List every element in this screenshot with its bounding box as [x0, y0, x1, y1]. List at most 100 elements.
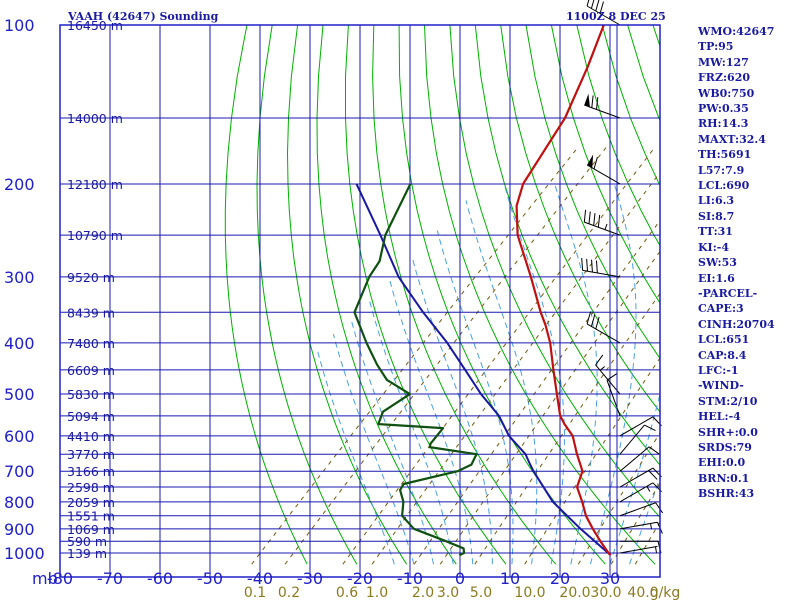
- stat-line: SI:8.7: [698, 209, 735, 223]
- wind-barb: [586, 154, 621, 185]
- moist-adiabat: [503, 183, 565, 565]
- stat-line: KI:-4: [698, 240, 729, 254]
- mixing-ratio-label: g/kg: [650, 585, 681, 600]
- plot-frame: [59, 24, 661, 578]
- stat-line: BRN:0.1: [698, 471, 750, 485]
- mixing-ratio-label: 0.6: [336, 585, 358, 600]
- height-label: 7480 m: [67, 336, 115, 351]
- dry-adiabat: [345, 25, 507, 565]
- mixing-ratio-line: [439, 250, 660, 565]
- stat-line: WMO:42647: [698, 25, 775, 38]
- moist-adiabat: [609, 392, 660, 565]
- stat-line: TP:95: [698, 40, 734, 54]
- pressure-tick-label: 600: [4, 427, 35, 446]
- dry-adiabat: [224, 25, 308, 565]
- barb-staff: [584, 104, 621, 119]
- barb-flag: [583, 209, 587, 223]
- mixing-ratio-line: [577, 432, 660, 565]
- mixing-ratio-label: 40.0: [627, 585, 658, 600]
- mixing-ratio-line: [371, 171, 660, 565]
- dry-adiabat: [316, 25, 457, 565]
- pressure-tick-label: 1000: [4, 544, 45, 563]
- barb-flag: [595, 316, 600, 330]
- barb-half-flag: [604, 223, 608, 230]
- barb-staff: [619, 482, 654, 503]
- barb-staff: [586, 164, 621, 185]
- dry-adiabat: [449, 25, 660, 519]
- moist-adiabat: [554, 183, 598, 565]
- pressure-tick-label: 300: [4, 268, 35, 287]
- wind-barb-column: [581, 0, 664, 554]
- wind-barb: [584, 93, 621, 119]
- moist-adiabat: [350, 318, 434, 565]
- stat-line: CAP:8.4: [698, 348, 747, 362]
- stat-line: HEL:-4: [698, 410, 741, 424]
- height-label: 10790 m: [67, 228, 123, 243]
- stat-line: LI:6.3: [698, 194, 735, 208]
- barb-flag: [586, 258, 589, 272]
- barb-flag: [648, 446, 660, 455]
- barb-staff: [582, 269, 621, 278]
- barb-flag: [648, 470, 658, 480]
- height-label: 14000 m: [67, 111, 123, 126]
- barb-flag: [586, 311, 591, 325]
- barb-flag: [599, 1, 604, 14]
- pressure-tick-label: 200: [4, 175, 35, 194]
- barb-staff: [584, 221, 621, 236]
- barb-staff: [606, 380, 621, 417]
- moist-adiabat: [388, 276, 474, 565]
- barb-staff: [619, 416, 654, 437]
- moist-adiabat: [465, 200, 538, 565]
- barb-staff: [586, 5, 621, 26]
- stat-line: CINH:20704: [698, 317, 775, 331]
- temperature-tick-label: -30: [297, 569, 323, 588]
- stat-line: MAXT:32.4: [698, 132, 766, 146]
- mixing-ratio-label: 5.0: [470, 585, 492, 600]
- stat-line: MW:127: [698, 55, 749, 69]
- barb-flag: [591, 259, 593, 273]
- temperature-tick-label: -50: [197, 569, 223, 588]
- temperature-tick-label: 20: [550, 569, 570, 588]
- dry-adiabat: [525, 25, 660, 360]
- barb-flag: [590, 314, 596, 327]
- barb-staff: [619, 446, 650, 472]
- barb-flag: [595, 260, 598, 273]
- height-label: 1069 m: [67, 522, 115, 537]
- wind-barb: [619, 545, 658, 554]
- barb-staff: [619, 467, 654, 488]
- barb-half-flag: [646, 486, 651, 492]
- stat-line: SRDS:79: [698, 440, 752, 454]
- wind-barb: [581, 257, 621, 278]
- wind-barb: [619, 446, 660, 472]
- barb-flag: [586, 0, 590, 7]
- barb-flag: [655, 502, 664, 514]
- moist-adiabat: [317, 351, 395, 565]
- stat-line: -WIND-: [698, 379, 744, 393]
- barb-flag: [596, 97, 599, 110]
- mixing-ratio-line: [284, 146, 608, 565]
- pressure-unit-label: mb: [32, 569, 58, 588]
- barb-flag: [595, 0, 600, 12]
- wind-barb: [619, 416, 662, 437]
- dry-adiabat: [424, 25, 656, 565]
- mixing-ratio-label: 10.0: [514, 585, 545, 600]
- barb-flag: [593, 156, 598, 170]
- temperature-tick-label: -70: [97, 569, 123, 588]
- height-label: 2598 m: [67, 480, 115, 495]
- temperature-tick-label: 30: [600, 569, 620, 588]
- mixing-ratio-label: 3.0: [437, 585, 459, 600]
- barb-half-flag: [654, 546, 657, 553]
- height-label: 9520 m: [67, 270, 115, 285]
- dry-adiabat: [780, 25, 800, 564]
- temperature-line: [515, 25, 612, 557]
- stat-line: STM:2/10: [698, 394, 758, 408]
- dry-adiabat: [474, 25, 660, 466]
- mixing-ratio-label: 30.0: [590, 585, 621, 600]
- temperature-tick-label: -10: [397, 569, 423, 588]
- stat-line: TH:5691: [698, 148, 752, 162]
- pressure-tick-label: 500: [4, 385, 35, 404]
- height-label: 16450 m: [67, 18, 123, 33]
- pressure-tick-label: 100: [4, 16, 35, 35]
- barb-staff: [595, 364, 621, 395]
- observation-time: 1100Z 8 DEC 25: [566, 10, 666, 23]
